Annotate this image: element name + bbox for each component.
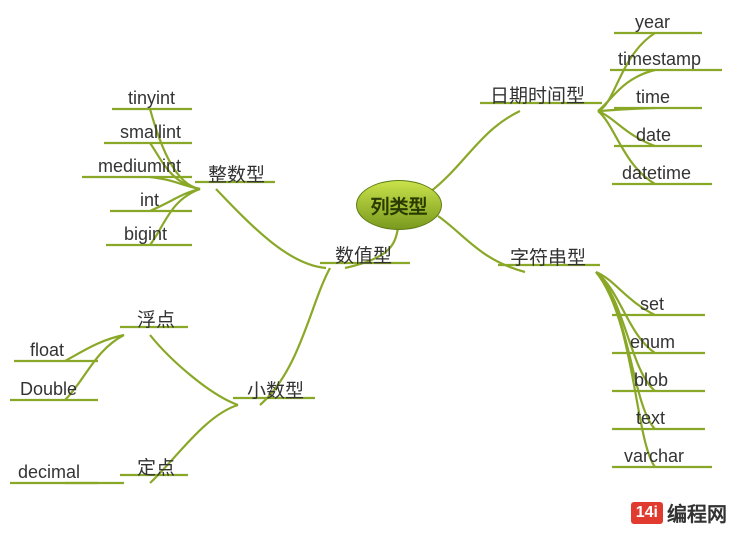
root-label: 列类型	[370, 192, 427, 219]
branch-numeric: 数值型	[335, 241, 392, 268]
watermark-text: 编程网	[667, 498, 727, 527]
leaf-bigint: bigint	[124, 224, 167, 245]
branch-integer: 整数型	[208, 160, 265, 187]
leaf-int: int	[140, 190, 159, 211]
leaf-Double: Double	[20, 379, 77, 400]
branch-decimaltype: 小数型	[247, 376, 304, 403]
watermark-logo: 14i	[631, 502, 663, 524]
branch-floatpoint: 浮点	[137, 305, 175, 332]
leaf-tinyint: tinyint	[128, 88, 175, 109]
leaf-varchar: varchar	[624, 446, 684, 467]
leaf-float: float	[30, 340, 64, 361]
leaf-year: year	[635, 12, 670, 33]
leaf-text: text	[636, 408, 665, 429]
leaf-mediumint: mediumint	[98, 156, 181, 177]
leaf-enum: enum	[630, 332, 675, 353]
watermark: 14i 编程网	[631, 498, 727, 527]
leaf-datetime: datetime	[622, 163, 691, 184]
branch-string: 字符串型	[510, 243, 586, 270]
leaf-decimal: decimal	[18, 462, 80, 483]
leaf-set: set	[640, 294, 664, 315]
leaf-blob: blob	[634, 370, 668, 391]
leaf-timestamp: timestamp	[618, 49, 701, 70]
leaf-time: time	[636, 87, 670, 108]
branch-fixedpoint: 定点	[137, 453, 175, 480]
root-node: 列类型	[356, 180, 442, 230]
branch-datetime: 日期时间型	[490, 81, 585, 108]
leaf-date: date	[636, 125, 671, 146]
leaf-smallint: smallint	[120, 122, 181, 143]
